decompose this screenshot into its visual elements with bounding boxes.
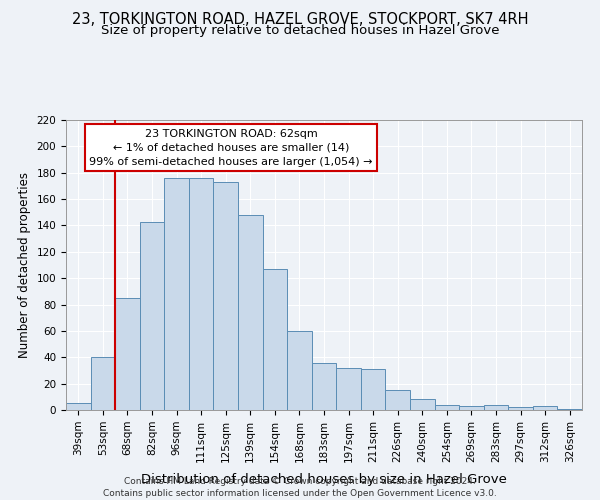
Bar	[91, 358, 115, 410]
Bar	[484, 404, 508, 410]
Bar	[336, 368, 361, 410]
Bar	[263, 269, 287, 410]
Bar	[557, 408, 582, 410]
Bar	[312, 362, 336, 410]
Bar	[459, 406, 484, 410]
Text: Size of property relative to detached houses in Hazel Grove: Size of property relative to detached ho…	[101, 24, 499, 37]
Bar	[533, 406, 557, 410]
Text: 23 TORKINGTON ROAD: 62sqm
← 1% of detached houses are smaller (14)
99% of semi-d: 23 TORKINGTON ROAD: 62sqm ← 1% of detach…	[89, 128, 373, 166]
Bar	[385, 390, 410, 410]
Bar	[66, 404, 91, 410]
Bar	[434, 404, 459, 410]
Bar	[189, 178, 214, 410]
X-axis label: Distribution of detached houses by size in Hazel Grove: Distribution of detached houses by size …	[141, 473, 507, 486]
Bar	[287, 331, 312, 410]
Bar	[361, 369, 385, 410]
Bar	[214, 182, 238, 410]
Y-axis label: Number of detached properties: Number of detached properties	[18, 172, 31, 358]
Bar	[164, 178, 189, 410]
Bar	[508, 408, 533, 410]
Bar	[410, 400, 434, 410]
Bar	[238, 215, 263, 410]
Text: Contains HM Land Registry data © Crown copyright and database right 2024.
Contai: Contains HM Land Registry data © Crown c…	[103, 476, 497, 498]
Bar	[115, 298, 140, 410]
Text: 23, TORKINGTON ROAD, HAZEL GROVE, STOCKPORT, SK7 4RH: 23, TORKINGTON ROAD, HAZEL GROVE, STOCKP…	[72, 12, 528, 28]
Bar	[140, 222, 164, 410]
